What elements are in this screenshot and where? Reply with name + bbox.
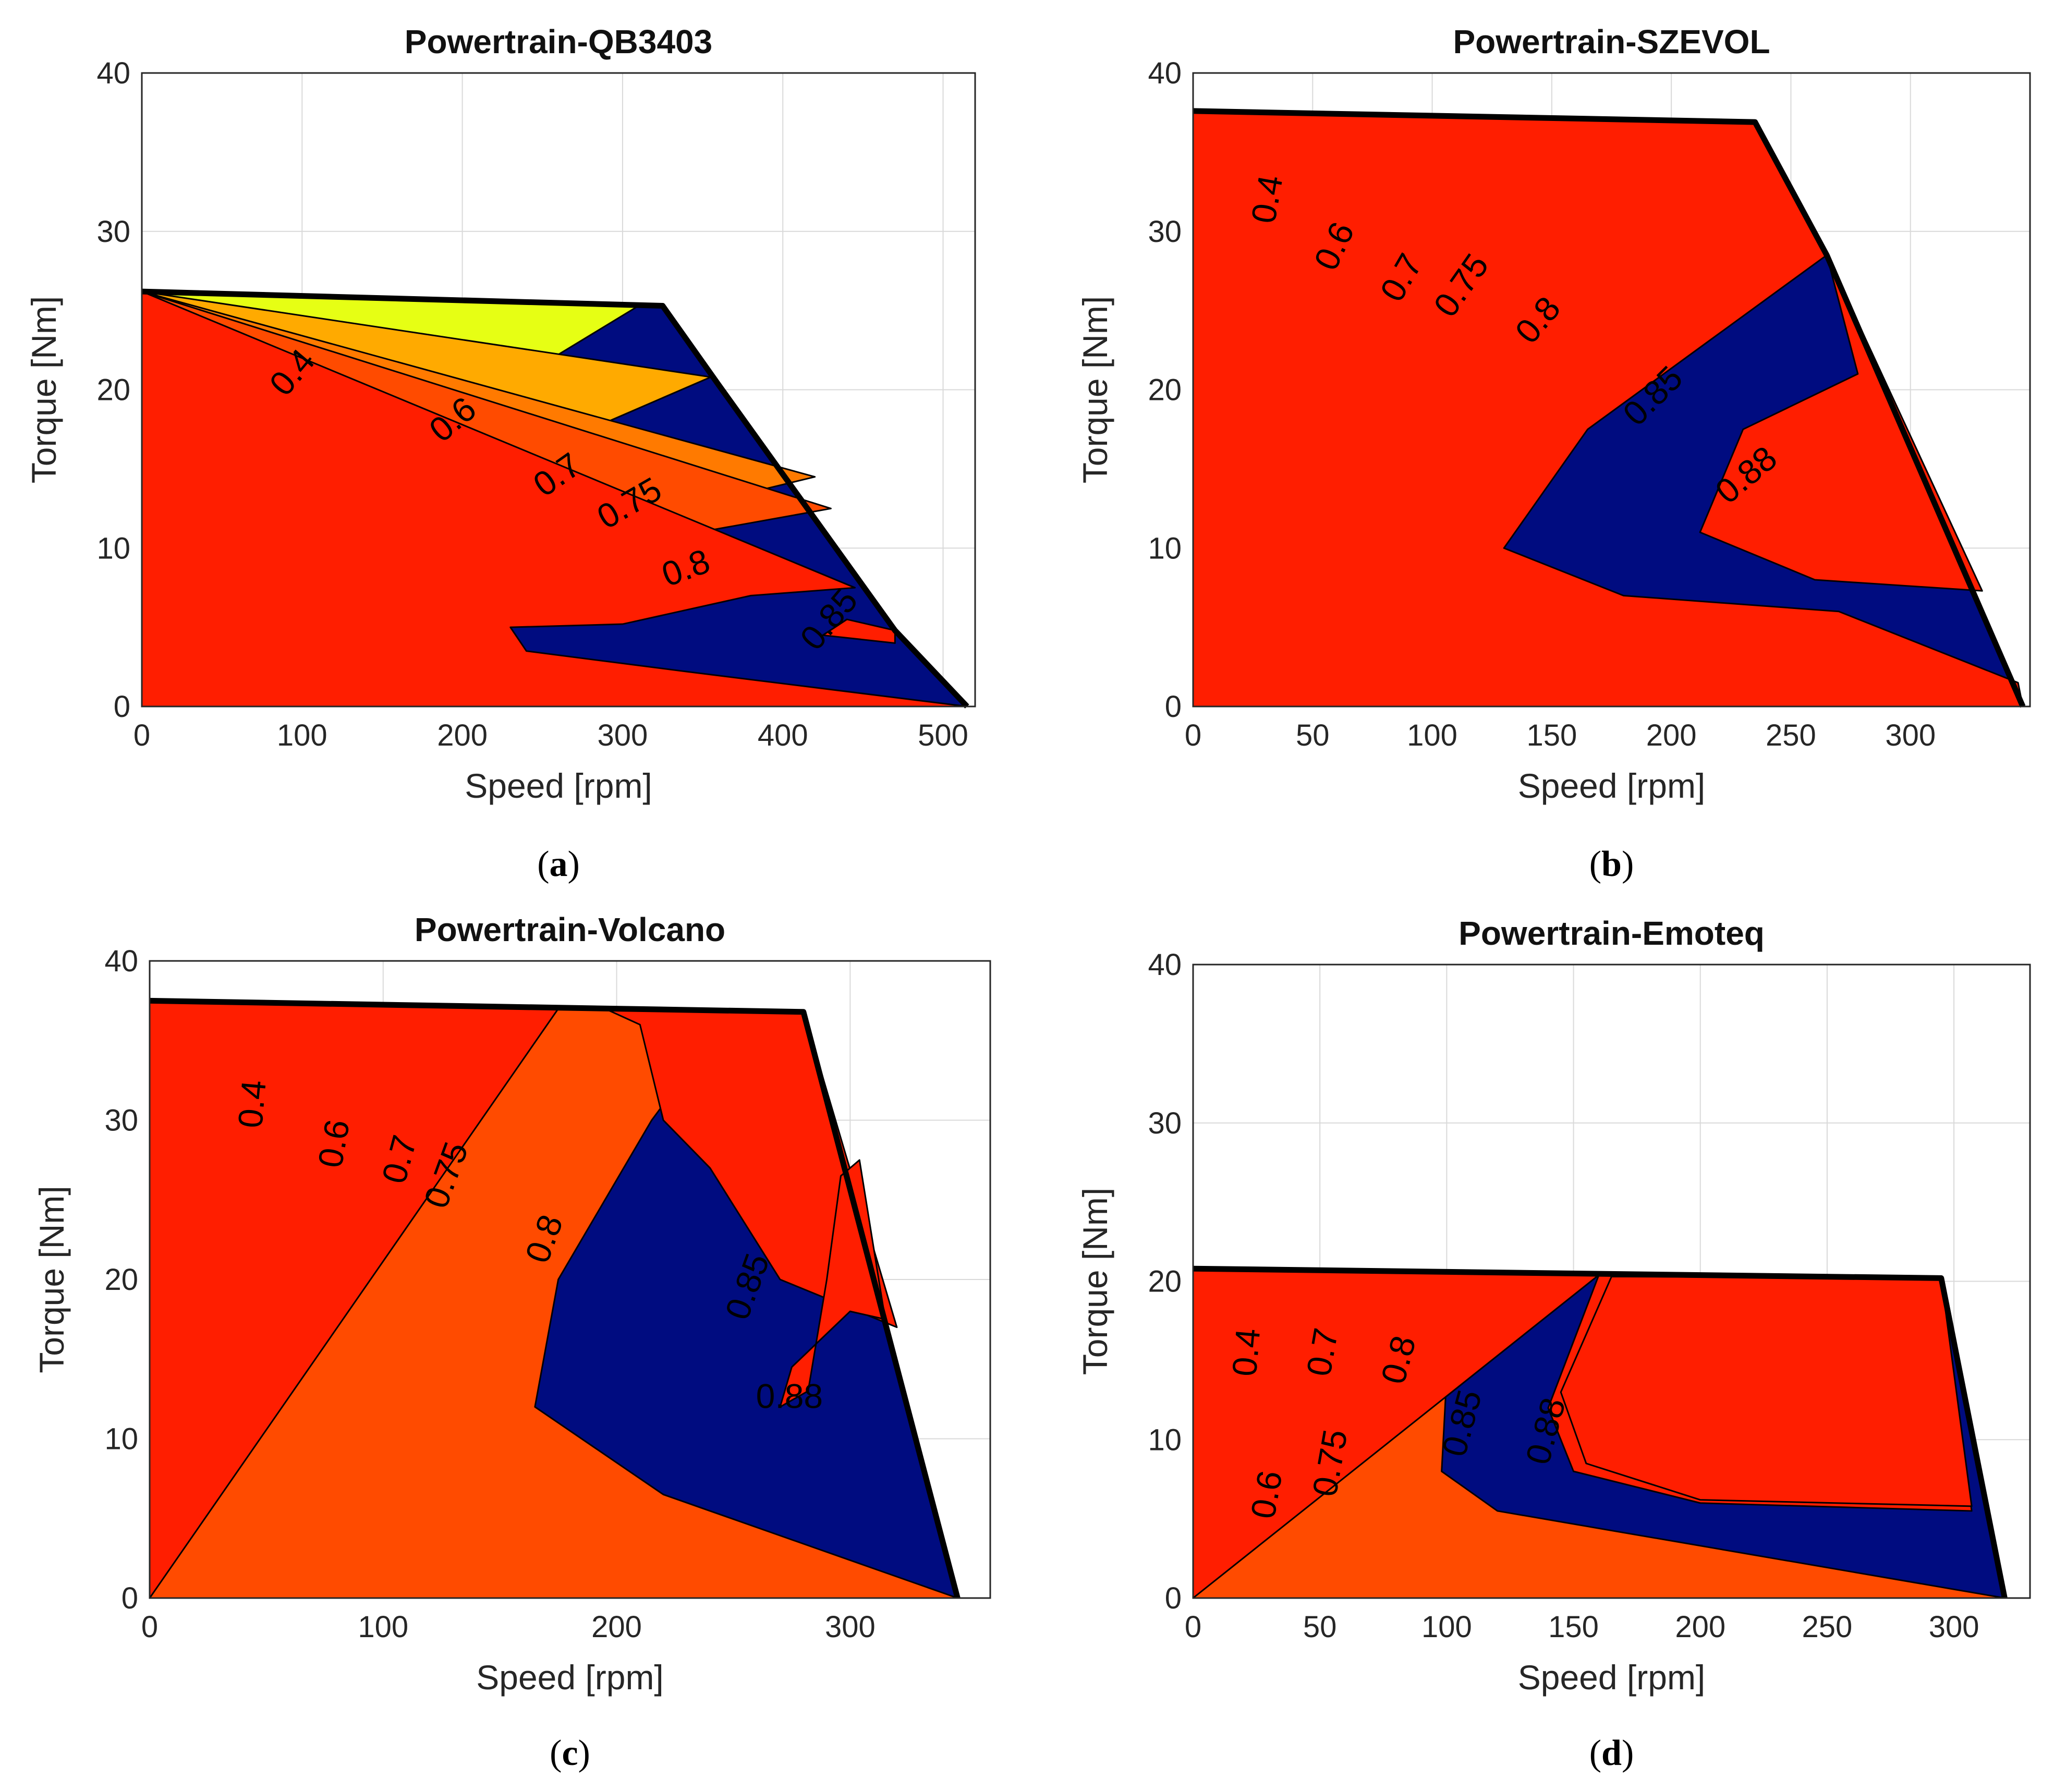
y-tick-label: 40 bbox=[96, 56, 130, 90]
y-tick-label: 10 bbox=[1148, 1423, 1182, 1457]
contour-label: 0.6 bbox=[310, 1117, 357, 1171]
x-tick-label: 0 bbox=[1185, 718, 1201, 752]
y-tick-label: 20 bbox=[1148, 373, 1182, 407]
panel-label: (b) bbox=[1589, 844, 1634, 884]
max-torque-boundary bbox=[141, 288, 969, 709]
x-tick-label: 150 bbox=[1548, 1610, 1599, 1644]
y-tick-label: 20 bbox=[96, 373, 130, 407]
y-tick-label: 10 bbox=[96, 531, 130, 565]
y-axis-label: Torque [Nm] bbox=[1076, 296, 1114, 483]
x-tick-label: 50 bbox=[1303, 1610, 1337, 1644]
contour-region bbox=[1560, 1275, 1973, 1507]
contour-label: 0.7 bbox=[1299, 1325, 1345, 1379]
chart-title: Powertrain-SZEVOL bbox=[1453, 23, 1770, 60]
x-axis-label: Speed [rpm] bbox=[476, 1658, 664, 1697]
x-tick-label: 300 bbox=[1929, 1610, 1979, 1644]
y-tick-label: 0 bbox=[1165, 1581, 1182, 1615]
x-tick-label: 100 bbox=[1407, 718, 1457, 752]
x-axis-label: Speed [rpm] bbox=[1518, 1658, 1706, 1697]
chart-panel-c: 0 100 200 300 0 10 20 30 40 Powertrain-Volcano Spe… bbox=[32, 911, 991, 1773]
y-tick-label: 20 bbox=[1148, 1265, 1182, 1299]
x-axis-label: Speed [rpm] bbox=[1518, 766, 1706, 805]
x-tick-label: 250 bbox=[1802, 1610, 1853, 1644]
x-axis-label: Speed [rpm] bbox=[465, 766, 652, 805]
y-axis-label: Torque [Nm] bbox=[32, 1186, 71, 1373]
y-tick-label: 10 bbox=[1148, 531, 1182, 565]
x-tick-label: 100 bbox=[358, 1610, 408, 1644]
contour-region bbox=[141, 290, 968, 708]
y-tick-label: 30 bbox=[96, 215, 130, 249]
contour-label: 0.4 bbox=[1244, 172, 1290, 226]
contour-label: 0.4 bbox=[1225, 1327, 1268, 1378]
x-tick-label: 300 bbox=[825, 1610, 876, 1644]
y-tick-label: 30 bbox=[104, 1104, 138, 1138]
x-tick-label: 100 bbox=[277, 718, 327, 752]
panel-label: (a) bbox=[537, 844, 580, 884]
x-tick-label: 300 bbox=[1885, 718, 1936, 752]
x-tick-label: 400 bbox=[758, 718, 808, 752]
y-tick-label: 30 bbox=[1148, 215, 1182, 249]
y-tick-label: 40 bbox=[1148, 948, 1182, 982]
axes-box bbox=[141, 72, 976, 708]
y-axis-label: Torque [Nm] bbox=[25, 296, 63, 483]
max-torque-boundary bbox=[149, 997, 961, 1599]
max-torque-boundary bbox=[1193, 1265, 2008, 1599]
axes-box bbox=[1192, 72, 2031, 708]
x-tick-label: 150 bbox=[1526, 718, 1577, 752]
x-tick-label: 200 bbox=[1646, 718, 1697, 752]
panel-label: (d) bbox=[1589, 1733, 1634, 1773]
x-tick-label: 200 bbox=[1675, 1610, 1725, 1644]
chart-title: Powertrain-Emoteq bbox=[1459, 915, 1765, 952]
x-tick-label: 250 bbox=[1766, 718, 1816, 752]
chart-title: Powertrain-Volcano bbox=[415, 911, 725, 948]
x-tick-label: 0 bbox=[133, 718, 150, 752]
y-tick-label: 0 bbox=[1165, 690, 1182, 724]
x-tick-label: 50 bbox=[1296, 718, 1330, 752]
y-tick-label: 0 bbox=[121, 1581, 138, 1615]
x-tick-label: 300 bbox=[598, 718, 648, 752]
axes-box bbox=[149, 960, 991, 1599]
y-tick-label: 10 bbox=[104, 1422, 138, 1456]
contour-region bbox=[822, 618, 896, 644]
contour-region bbox=[1699, 254, 1983, 592]
x-tick-label: 100 bbox=[1421, 1610, 1472, 1644]
panel-label: (c) bbox=[550, 1733, 590, 1773]
x-tick-label: 500 bbox=[918, 718, 968, 752]
axes-box bbox=[1192, 964, 2031, 1599]
chart-panel-b: 0 50 100 150 200 250 300 0 10 20 30 40 Powertrain-SZ… bbox=[1076, 23, 2031, 884]
contour-label: 0.6 bbox=[1243, 1468, 1290, 1521]
y-tick-label: 40 bbox=[1148, 56, 1182, 90]
x-tick-label: 200 bbox=[437, 718, 488, 752]
y-tick-label: 20 bbox=[104, 1263, 138, 1297]
x-tick-label: 0 bbox=[1185, 1610, 1201, 1644]
contour-label: 0.88 bbox=[756, 1377, 823, 1416]
max-torque-boundary bbox=[1193, 108, 2026, 708]
contour-label: 0.4 bbox=[230, 1079, 273, 1130]
y-tick-label: 0 bbox=[114, 690, 130, 724]
y-axis-label: Torque [Nm] bbox=[1076, 1188, 1114, 1375]
chart-panel-d: 0 50 100 150 200 250 300 0 10 20 30 40 Powertrain-Em… bbox=[1076, 915, 2031, 1773]
y-tick-label: 40 bbox=[104, 944, 138, 978]
y-tick-label: 30 bbox=[1148, 1106, 1182, 1140]
x-tick-label: 0 bbox=[141, 1610, 158, 1644]
x-tick-label: 200 bbox=[591, 1610, 642, 1644]
chart-panel-a: 0 100 200 300 400 500 0 10 20 30 40 Powertrain-QB34… bbox=[25, 23, 976, 884]
chart-title: Powertrain-QB3403 bbox=[405, 23, 712, 60]
